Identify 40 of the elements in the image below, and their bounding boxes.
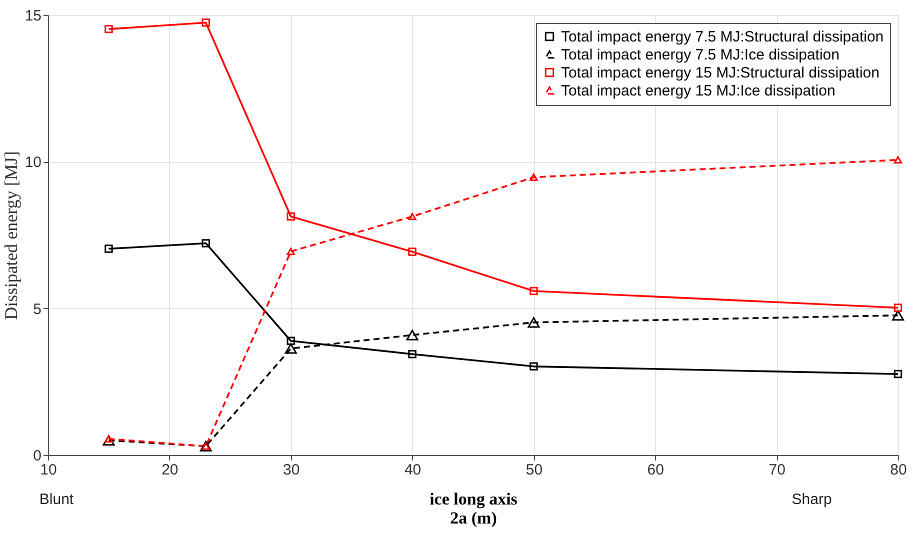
text: Sharp bbox=[792, 491, 832, 508]
x-tick-label: 40 bbox=[404, 462, 422, 478]
point bbox=[408, 212, 416, 220]
point bbox=[408, 350, 416, 358]
point bbox=[894, 304, 902, 312]
point bbox=[894, 156, 902, 164]
point bbox=[286, 212, 295, 221]
legend-label: Total impact energy 15 MJ:Ice dissipation bbox=[561, 82, 836, 100]
legend-label: Total impact energy 7.5 MJ:Structural dissipation bbox=[561, 28, 884, 46]
x-axis-title: ice long axis 2a (m) bbox=[430, 490, 518, 528]
point bbox=[286, 336, 295, 345]
point bbox=[894, 370, 902, 378]
point bbox=[892, 310, 904, 321]
y-tick-label: 5 bbox=[33, 300, 42, 318]
x-tick-label: 70 bbox=[768, 462, 786, 478]
legend-label: Total impact energy 7.5 MJ:Ice dissipation bbox=[561, 46, 840, 64]
x-tick-label: 60 bbox=[647, 462, 664, 478]
x-tick-label: 20 bbox=[162, 462, 178, 478]
point bbox=[406, 330, 418, 340]
y-tick-label: 10 bbox=[24, 154, 42, 172]
x-tick-label: 30 bbox=[283, 462, 300, 478]
point bbox=[286, 248, 295, 256]
point bbox=[408, 248, 416, 256]
y-tick-label: 15 bbox=[24, 8, 42, 24]
point bbox=[104, 24, 113, 34]
y-axis-title: Dissipated energy [MJ] bbox=[0, 151, 21, 320]
point bbox=[202, 18, 210, 27]
y-tick-label: 0 bbox=[33, 448, 42, 464]
point bbox=[104, 244, 113, 253]
point bbox=[528, 317, 540, 328]
point bbox=[530, 286, 538, 296]
x-tick-label: 50 bbox=[526, 462, 543, 478]
text: Blunt bbox=[39, 491, 74, 508]
point bbox=[284, 343, 297, 354]
point bbox=[202, 239, 210, 248]
x-tick-label: 80 bbox=[890, 462, 907, 478]
point bbox=[530, 174, 538, 181]
point bbox=[530, 362, 538, 371]
point bbox=[102, 435, 115, 446]
legend-label: Total impact energy 15 MJ:Structural dissipation bbox=[561, 64, 880, 82]
